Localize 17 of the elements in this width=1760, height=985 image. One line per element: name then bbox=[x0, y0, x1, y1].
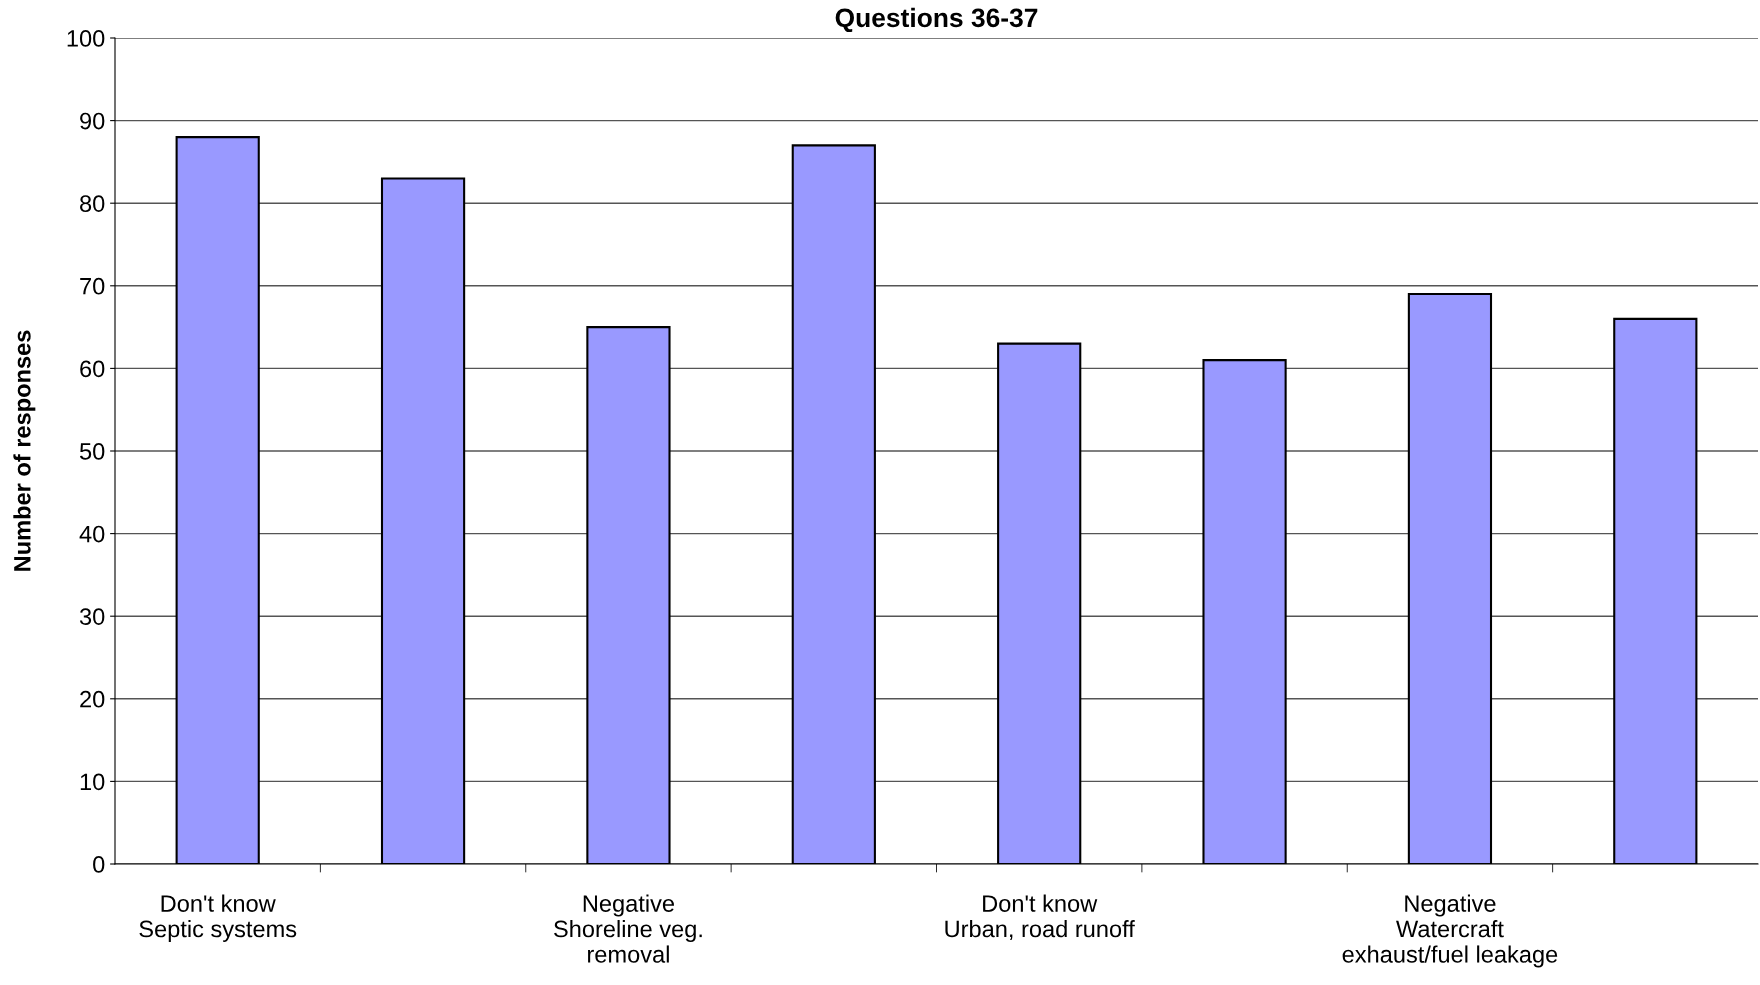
y-tick-label: 20 bbox=[80, 690, 105, 708]
x-tick-label: Negative Watercraft exhaust/fuel leakage bbox=[1342, 894, 1558, 968]
y-tick-label: 0 bbox=[93, 856, 105, 873]
y-tick-label: 80 bbox=[80, 195, 105, 212]
y-tick-label: 100 bbox=[67, 30, 105, 47]
y-tick-label: 60 bbox=[80, 360, 105, 378]
y-tick-label: 50 bbox=[79, 443, 105, 460]
x-tick-label: Don't know Urban, road runoff bbox=[945, 894, 1135, 941]
x-tick-label: Don't know Septic systems bbox=[139, 894, 297, 942]
chart-title: Questions 36-37 bbox=[835, 7, 1038, 33]
y-tick-label: 90 bbox=[80, 112, 105, 130]
y-tick-label: 30 bbox=[79, 608, 105, 625]
x-tick-label: Negative Shoreline veg. removal bbox=[554, 894, 702, 963]
y-tick-label: 70 bbox=[80, 277, 105, 295]
y-tick-label: 40 bbox=[79, 525, 105, 543]
y-axis-title: Number of responses bbox=[13, 330, 36, 571]
y-tick-label: 10 bbox=[80, 773, 105, 791]
